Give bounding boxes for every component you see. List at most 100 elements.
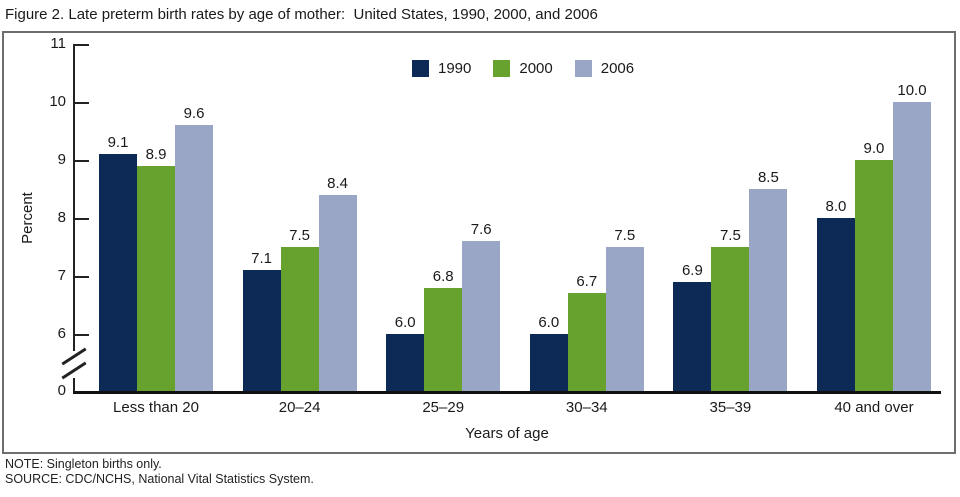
note-line: NOTE: Singleton births only.: [5, 457, 162, 471]
x-axis-category-label: 30–34: [565, 399, 608, 416]
chart-legend: 1990 2000 2006: [412, 60, 634, 77]
bar-2000: [711, 247, 750, 391]
bar-group: 6.9 7.5 8.5: [673, 169, 788, 391]
bar-with-label: 6.8: [424, 268, 463, 391]
bar-with-label: 8.9: [137, 146, 175, 391]
y-axis-tick: [73, 276, 89, 278]
bar-2006: [749, 189, 788, 391]
bar-with-label: 8.4: [318, 175, 357, 391]
bar-with-label: 9.1: [99, 134, 137, 391]
bar-2000: [567, 293, 606, 391]
bar-with-label: 6.0: [386, 314, 425, 391]
bar-with-label: 6.9: [673, 262, 712, 391]
bar-group: 8.0 9.0 10.0: [816, 82, 931, 391]
bar-with-label: 9.0: [854, 140, 893, 391]
y-axis-line-lower: [73, 378, 75, 393]
bar-value-label: 10.0: [897, 82, 927, 99]
bar-2000: [424, 288, 463, 391]
bar-value-label: 7.6: [470, 221, 492, 238]
bar-1990: [673, 282, 712, 391]
x-axis-category-label: 40 and over: [834, 399, 914, 416]
x-axis-category-label: 20–24: [278, 399, 321, 416]
bar-group: 7.1 7.5 8.4: [242, 175, 357, 391]
y-axis-tick: [73, 160, 89, 162]
y-axis-tick: [73, 102, 89, 104]
bar-with-label: 7.1: [242, 250, 281, 391]
bar-group: 6.0 6.8 7.6: [386, 221, 501, 391]
y-axis-tick-label: 6: [57, 325, 66, 342]
y-axis-tick: [73, 334, 89, 336]
bar-with-label: 6.0: [529, 314, 568, 391]
x-axis-category-labels: Less than 20 20–24 25–29 30–34 35–39 40 and o…: [73, 399, 941, 416]
bar-2000: [137, 166, 175, 391]
bar-value-label: 9.0: [863, 140, 885, 157]
bar-value-label: 6.9: [681, 262, 703, 279]
y-axis-tick: [73, 44, 89, 46]
bar-with-label: 10.0: [892, 82, 931, 391]
legend-label: 2000: [519, 60, 553, 77]
bar-1990: [242, 270, 281, 391]
bar-2000: [854, 160, 893, 391]
chart-frame: Percent 0 6 7 8 9 10 11 1990 2000 2006 9.1 8.9 9.6…: [2, 31, 956, 454]
y-axis-tick: [73, 218, 89, 220]
bar-1990: [99, 154, 137, 391]
y-axis-tick-label: 7: [57, 267, 66, 284]
legend-swatch-icon: [412, 60, 429, 77]
x-axis-category-label: 25–29: [422, 399, 465, 416]
legend-item-2006: 2006: [574, 60, 635, 77]
bar-2006: [175, 125, 213, 391]
bar-value-label: 6.8: [432, 268, 454, 285]
bar-2006: [892, 102, 931, 391]
bar-value-label: 6.0: [394, 314, 416, 331]
x-axis-baseline: [73, 391, 941, 394]
bar-2006: [318, 195, 357, 391]
bar-value-label: 8.9: [145, 146, 167, 163]
bar-with-label: 7.5: [605, 227, 644, 391]
legend-label: 1990: [438, 60, 472, 77]
bar-1990: [386, 334, 425, 391]
bar-with-label: 6.7: [567, 273, 606, 391]
bar-2006: [605, 247, 644, 391]
x-axis-category-label: Less than 20: [113, 399, 199, 416]
legend-item-1990: 1990: [412, 60, 471, 77]
legend-item-2000: 2000: [493, 60, 553, 77]
source-line: SOURCE: CDC/NCHS, National Vital Statist…: [5, 472, 314, 486]
legend-label: 2006: [600, 60, 635, 77]
bar-group: 6.0 6.7 7.5: [529, 227, 644, 391]
legend-swatch-icon: [574, 60, 592, 77]
bar-value-label: 6.0: [538, 314, 560, 331]
bar-with-label: 7.5: [280, 227, 319, 391]
y-axis-tick-label: 10: [49, 93, 66, 110]
bar-value-label: 6.7: [576, 273, 598, 290]
legend-swatch-icon: [493, 60, 511, 77]
bar-value-label: 8.0: [825, 198, 847, 215]
y-axis-tick-label: 11: [50, 35, 66, 52]
bar-2006: [462, 241, 501, 391]
y-axis-tick-label: 0: [57, 382, 66, 399]
bar-with-label: 7.5: [711, 227, 750, 391]
x-axis-category-label: 35–39: [709, 399, 752, 416]
bar-1990: [529, 334, 568, 391]
bar-value-label: 9.6: [183, 105, 205, 122]
bar-with-label: 8.5: [749, 169, 788, 391]
bar-with-label: 7.6: [462, 221, 501, 391]
bar-value-label: 7.5: [614, 227, 636, 244]
bar-group: 9.1 8.9 9.6: [99, 105, 213, 391]
bar-value-label: 7.5: [719, 227, 741, 244]
x-axis-title: Years of age: [465, 425, 549, 442]
figure-notes: NOTE: Singleton births only. SOURCE: CDC…: [5, 457, 314, 487]
bar-value-label: 7.5: [289, 227, 311, 244]
bar-2000: [280, 247, 319, 391]
bar-value-label: 7.1: [251, 250, 273, 267]
y-axis-line-upper: [73, 44, 75, 351]
bar-value-label: 9.1: [107, 134, 129, 151]
bar-value-label: 8.4: [327, 175, 349, 192]
plot-area: 9.1 8.9 9.6 7.1 7.5 8.4 6.0 6.8 7.6 6.0 6.7 7.5 6.9 7…: [73, 33, 941, 391]
y-axis-tick-label: 9: [57, 151, 66, 168]
bar-with-label: 9.6: [175, 105, 213, 391]
bar-value-label: 8.5: [757, 169, 779, 186]
bar-1990: [816, 218, 855, 391]
y-axis-tick-label: 8: [57, 209, 66, 226]
figure-title: Figure 2. Late preterm birth rates by ag…: [5, 6, 598, 23]
